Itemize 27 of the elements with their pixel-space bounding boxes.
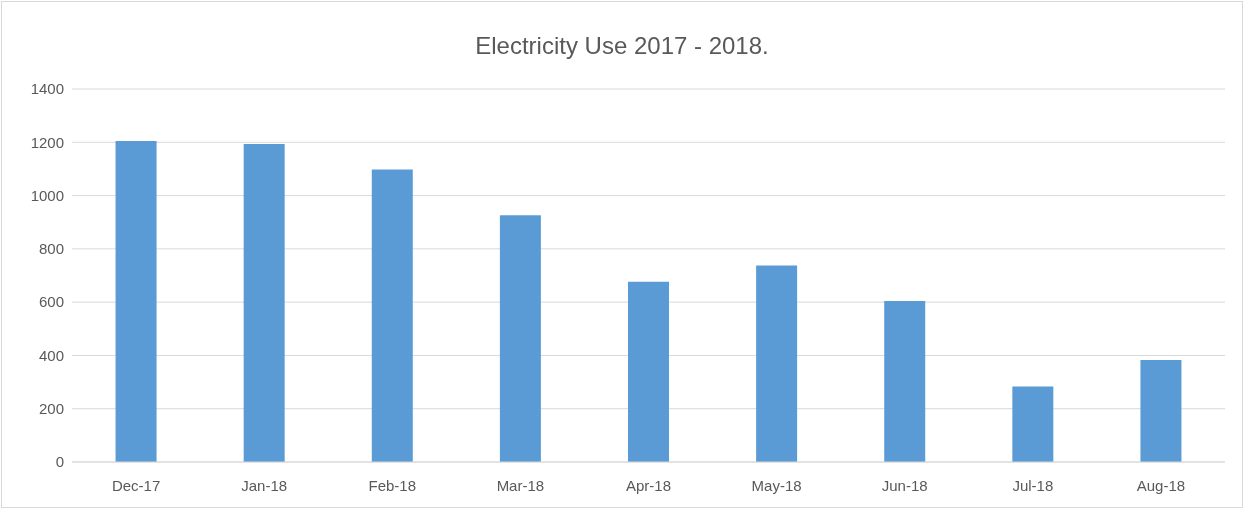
bar	[243, 143, 285, 462]
bar	[371, 169, 413, 462]
y-tick-label: 400	[38, 346, 64, 364]
bar	[756, 265, 798, 462]
y-tick-label: 600	[38, 293, 64, 311]
x-tick-label: Aug-18	[1136, 476, 1186, 494]
bar	[628, 281, 669, 462]
chart-title: Electricity Use 2017 - 2018.	[474, 32, 770, 60]
x-tick-label: Jun-18	[881, 476, 928, 494]
x-tick-label: Apr-18	[625, 476, 672, 494]
x-tick-label: Jan-18	[241, 476, 288, 494]
x-tick-label: Mar-18	[496, 476, 545, 494]
x-tick-label: Dec-17	[111, 476, 161, 494]
y-tick-label: 0	[55, 453, 64, 471]
bar	[499, 215, 541, 462]
y-tick-label: 200	[38, 400, 64, 418]
bar	[1012, 386, 1054, 462]
y-tick-label: 1200	[30, 133, 64, 151]
bar	[115, 140, 157, 462]
x-tick-label: May-18	[751, 476, 802, 494]
bar	[1140, 359, 1182, 462]
x-tick-label: Jul-18	[1012, 476, 1054, 494]
x-tick-label: Feb-18	[368, 476, 417, 494]
y-tick-label: 800	[38, 240, 64, 258]
y-tick-label: 1400	[30, 80, 64, 98]
bar	[884, 301, 926, 462]
y-tick-label: 1000	[30, 186, 64, 204]
